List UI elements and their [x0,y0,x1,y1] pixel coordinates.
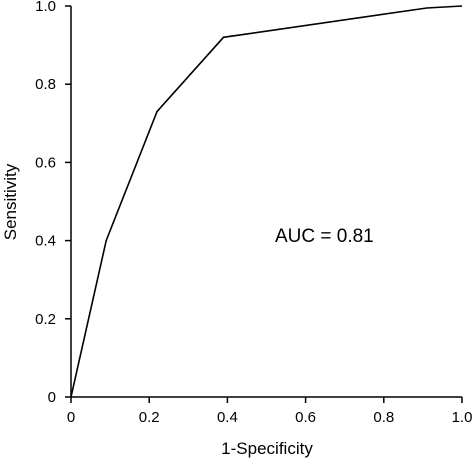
x-axis-ticks: 0 0.2 0.4 0.6 0.8 1.0 [67,397,473,426]
y-tick-label: 0.4 [35,233,56,250]
y-axis-ticks: 0 0.2 0.4 0.6 0.8 1.0 [35,0,71,406]
x-tick-label: 0.6 [295,409,316,426]
y-tick-label: 1.0 [35,0,56,15]
y-tick-label: 0.2 [35,311,56,328]
y-axis-title: Sensitivity [1,163,20,240]
x-axis-title: 1-Specificity [221,439,313,458]
x-tick-label: 0.4 [217,409,238,426]
y-tick-label: 0.8 [35,76,56,93]
x-tick-label: 0.2 [139,409,160,426]
roc-curve-line [70,5,463,398]
y-tick-label: 0 [48,389,56,406]
x-tick-label: 0 [67,409,75,426]
auc-annotation: AUC = 0.81 [275,226,374,247]
x-tick-label: 1.0 [452,409,473,426]
x-tick-label: 0.8 [373,409,394,426]
y-tick-label: 0.6 [35,154,56,171]
